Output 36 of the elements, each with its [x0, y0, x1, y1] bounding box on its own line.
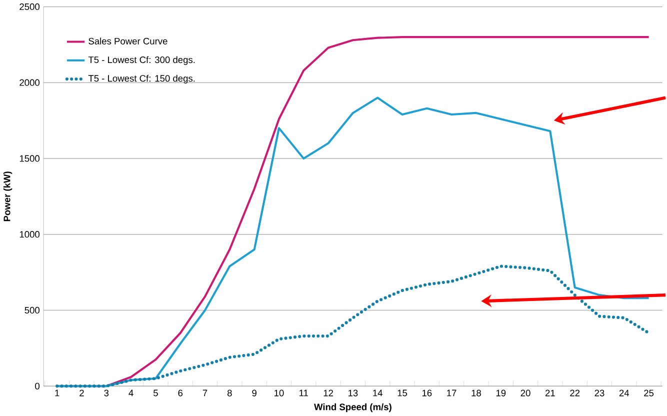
x-tick-label: 14 [373, 390, 382, 396]
x-tick-label: 22 [570, 390, 580, 396]
x-tick-label: 17 [447, 390, 456, 396]
x-tick-label: 23 [594, 390, 604, 397]
x-tick-label: 19 [496, 390, 506, 397]
y-tick-label: 1500 [20, 155, 40, 162]
y-axis-title: Power (kW) [3, 172, 12, 222]
x-tick-label: 3 [104, 390, 109, 397]
legend-label: T5 - Lowest Cf: 150 degs. [88, 75, 195, 84]
y-tick-label: 2500 [20, 4, 40, 10]
x-tick-label: 18 [472, 390, 481, 397]
x-tick-label: 8 [227, 390, 232, 397]
x-tick-label: 4 [128, 390, 134, 396]
x-tick-label: 15 [398, 390, 408, 396]
legend-label: Sales Power Curve [88, 38, 168, 45]
x-axis-title: Wind Speed (m/s) [314, 404, 392, 412]
x-tick-label: 10 [274, 390, 284, 397]
x-tick-label: 6 [178, 390, 183, 397]
y-tick-label: 500 [24, 307, 40, 314]
x-tick-label: 13 [348, 390, 358, 397]
x-tick-label: 5 [153, 390, 158, 396]
legend-label: T5 - Lowest Cf: 300 degs. [88, 56, 195, 66]
x-tick-label: 7 [202, 390, 208, 396]
y-tick-label: 2000 [20, 80, 40, 86]
y-tick-label: 1000 [20, 231, 40, 238]
x-tick-label: 11 [300, 390, 308, 396]
x-tick-label: 24 [619, 390, 630, 396]
x-tick-label: 12 [324, 390, 333, 396]
x-tick-label: 16 [422, 390, 432, 397]
x-tick-label: 2 [80, 390, 84, 396]
y-tick-label: 0 [35, 383, 40, 390]
x-tick-label: 21 [545, 390, 555, 396]
x-tick-label: 25 [644, 390, 654, 397]
x-tick-label: 20 [520, 390, 530, 397]
x-tick-label: 1 [55, 390, 60, 396]
x-tick-label: 9 [252, 390, 256, 397]
